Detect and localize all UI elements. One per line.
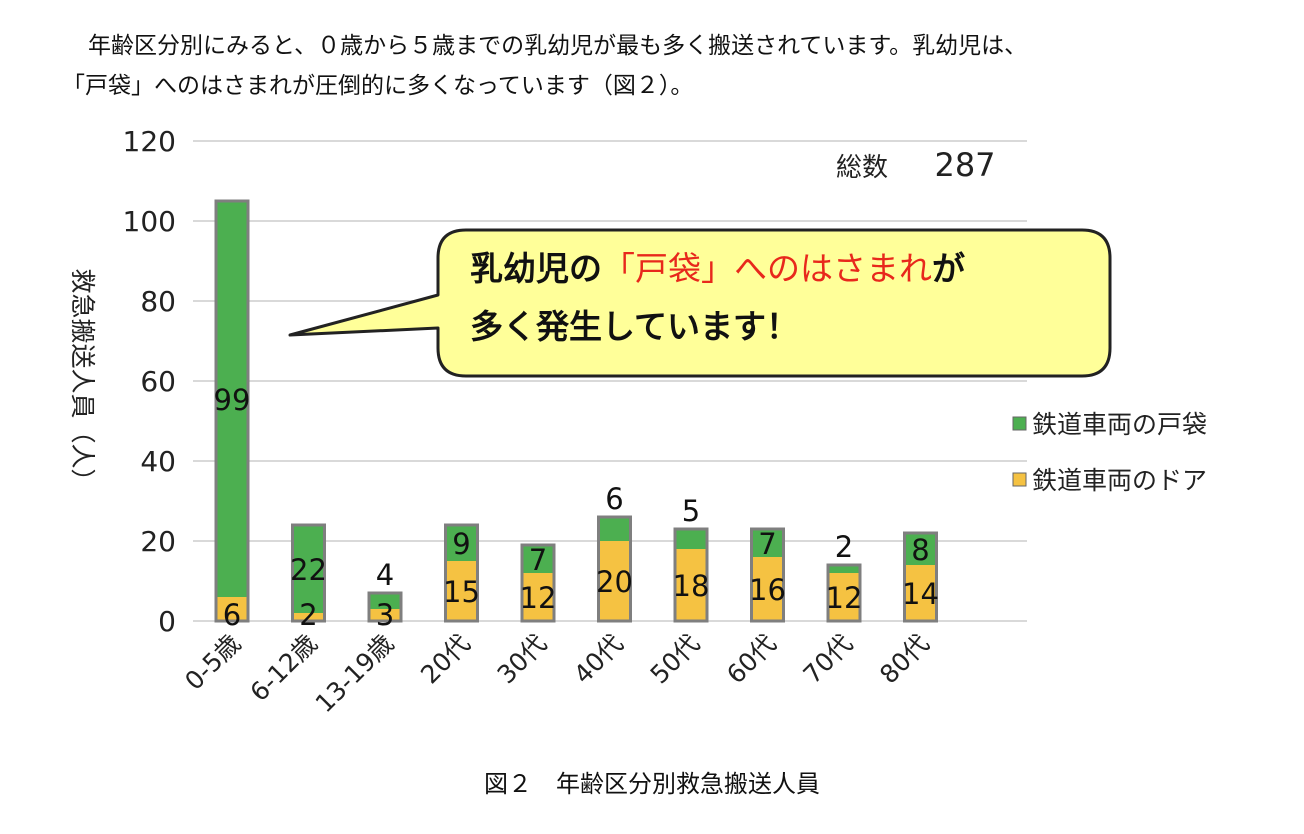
intro-text: 年齢区分別にみると、０歳から５歳までの乳幼児が最も多く搬送されています。乳幼児は… (62, 26, 1262, 106)
y-axis-label: 救急搬送人員（人） (68, 268, 97, 493)
bar-door (292, 613, 325, 621)
intro-line-2: 「戸袋」へのはさまれが圧倒的に多くなっています（図２）。 (62, 73, 694, 99)
data-label-door-pocket: 22 (290, 553, 327, 587)
y-tick-label: 20 (140, 525, 176, 558)
bar-door-pocket (522, 545, 554, 573)
legend-item-door: 鉄道車両のドア (1012, 466, 1207, 495)
data-label-door: 15 (443, 575, 480, 609)
bar-door-pocket (292, 525, 325, 613)
grid-lines (193, 140, 1027, 622)
data-label-door-pocket: 9 (452, 527, 470, 561)
data-label-door: 6 (223, 598, 241, 632)
callout-line-1-pre: 乳幼児の (470, 249, 602, 288)
data-label-door-pocket: 7 (529, 543, 547, 577)
y-tick-label: 60 (140, 365, 176, 398)
bar-door (216, 597, 248, 621)
data-label-door: 2 (299, 598, 317, 632)
bar-outline (214, 199, 250, 623)
y-tick-label: 0 (158, 605, 176, 638)
total-label: 総数 (836, 153, 888, 183)
callout-line-1-highlight: 「戸袋」へのはさまれ (602, 249, 932, 288)
x-category-label: 50代 (645, 629, 706, 690)
data-label-door: 16 (749, 573, 786, 607)
bar-door (369, 609, 401, 621)
x-category-label: 70代 (798, 629, 859, 690)
data-label-door-pocket: 8 (911, 533, 929, 567)
bar-outline (903, 531, 938, 623)
bar-outline (826, 563, 862, 623)
bar-door-pocket (904, 533, 937, 565)
x-category-label: 60代 (721, 629, 782, 690)
bar-door-pocket (216, 201, 248, 597)
data-label-door-pocket: 5 (682, 494, 700, 528)
bar-outline (520, 543, 556, 623)
data-label-door: 12 (826, 581, 863, 615)
bar-door-pocket (828, 565, 860, 573)
bar-door (675, 549, 707, 621)
y-axis-ticks: 0 20 40 60 80 100 120 (123, 125, 176, 638)
total-value: 287 (934, 146, 995, 184)
bar-outline (673, 527, 709, 623)
legend-swatch-door-pocket (1012, 416, 1027, 431)
data-label-door: 14 (902, 577, 939, 611)
legend: 鉄道車両の戸袋 鉄道車両のドア (1012, 410, 1207, 495)
figure-caption: 図２ 年齢区分別救急搬送人員 (484, 770, 820, 798)
legend-item-ectopic-doorpocket: 鉄道車両の戸袋 (1012, 410, 1207, 439)
bar-door-pocket (675, 529, 707, 549)
y-tick-label: 120 (123, 125, 176, 158)
x-category-label: 13-19歳 (310, 629, 400, 719)
bar-door (445, 561, 478, 621)
x-category-label: 80代 (874, 629, 935, 690)
data-label-door: 20 (596, 565, 633, 599)
bar-marks (214, 199, 938, 623)
y-tick-label: 40 (140, 445, 176, 478)
bar-door (904, 565, 937, 621)
x-category-label: 0-5歳 (179, 629, 246, 696)
data-label-door-pocket: 7 (758, 527, 776, 561)
x-category-label: 30代 (492, 629, 553, 690)
total-annotation: 総数 287 (836, 146, 996, 184)
data-label-door-pocket: 4 (376, 558, 394, 592)
callout-bubble (288, 228, 1112, 378)
data-label-door: 12 (520, 581, 557, 615)
callout-line-1: 乳幼児の「戸袋」へのはさまれが (470, 249, 965, 288)
bar-door-pocket (751, 529, 784, 557)
bar-door-pocket (445, 525, 478, 561)
bar-door-pocket (369, 593, 401, 609)
legend-swatch-door (1012, 472, 1027, 487)
y-tick-label: 80 (140, 285, 176, 318)
bar-outline (750, 527, 785, 623)
x-category-label: 20代 (415, 629, 476, 690)
legend-label-door-pocket: 鉄道車両の戸袋 (1032, 410, 1207, 439)
bar-door (522, 573, 554, 621)
y-tick-label: 100 (123, 205, 176, 238)
bar-outline (367, 591, 403, 623)
bar-outline (291, 523, 326, 623)
data-label-door: 18 (673, 569, 710, 603)
callout: 乳幼児の「戸袋」へのはさまれが 多く発生しています！ (288, 228, 1112, 378)
legend-label-door: 鉄道車両のドア (1032, 466, 1207, 495)
x-category-label: 40代 (568, 629, 629, 690)
bar-door-pocket (598, 517, 631, 541)
bar-outline (444, 523, 479, 623)
data-label-door-pocket: 6 (605, 482, 623, 516)
intro-line-1: 年齢区分別にみると、０歳から５歳までの乳幼児が最も多く搬送されています。乳幼児は… (88, 33, 1028, 59)
callout-line-1-post: が (932, 249, 965, 288)
bar-door (751, 557, 784, 621)
data-label-door-pocket: 2 (835, 530, 853, 564)
callout-line-2: 多く発生しています！ (470, 307, 799, 346)
bar-door (598, 541, 631, 621)
data-label-door: 3 (376, 598, 394, 632)
data-label-door-pocket: 99 (214, 383, 251, 417)
bar-door (828, 573, 860, 621)
bar-outline (597, 515, 632, 623)
